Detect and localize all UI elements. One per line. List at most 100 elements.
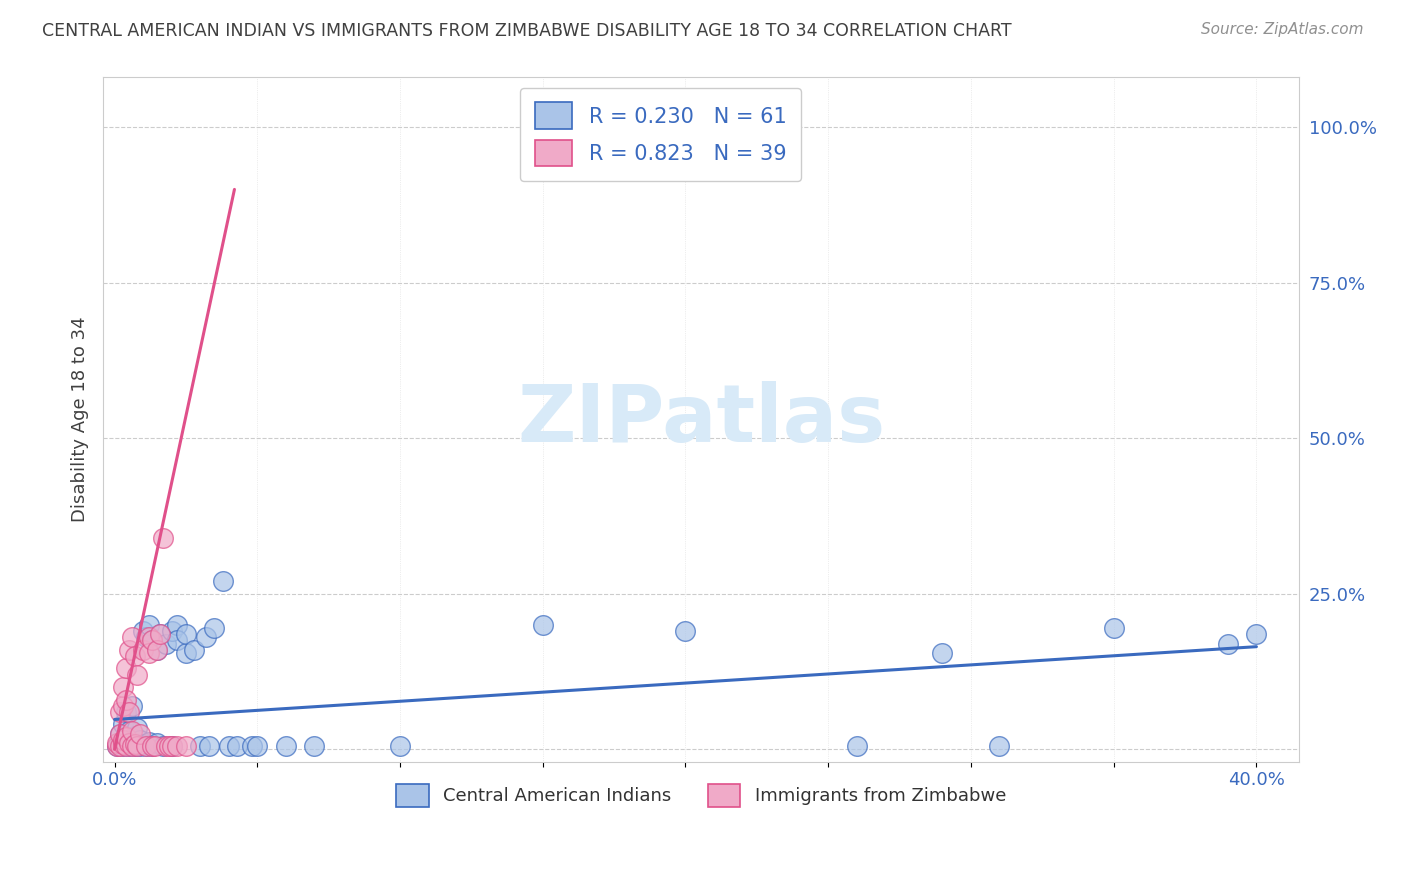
Point [1216,636,1239,650]
Point [124,729,146,743]
Legend: Central American Indians, Immigrants from Zimbabwe: Central American Indians, Immigrants fro… [389,777,1014,814]
Point [121,723,143,738]
Point [197,739,219,754]
Point [304,739,326,754]
Point [149,627,172,641]
Point [110,727,132,741]
Point [988,739,1011,754]
Point [112,698,135,713]
Point [274,739,297,754]
Point [160,739,183,754]
Point [146,642,169,657]
Point [118,735,141,749]
Text: ZIPatlas: ZIPatlas [517,381,886,458]
Point [160,739,183,754]
Point [204,621,226,635]
Point [110,736,132,750]
Point [1246,627,1268,641]
Point [226,739,249,754]
Point [118,736,141,750]
Point [141,739,163,754]
Point [675,624,697,639]
Point [1102,621,1125,635]
Point [118,739,141,754]
Point [115,661,138,675]
Point [127,736,149,750]
Point [138,735,160,749]
Point [155,636,177,650]
Point [146,642,169,657]
Point [115,692,138,706]
Point [121,698,143,713]
Point [188,739,211,754]
Point [132,624,155,639]
Point [174,739,197,754]
Point [112,739,135,754]
Point [127,721,149,735]
Point [118,723,141,738]
Point [115,730,138,744]
Point [166,739,188,754]
Point [143,739,166,754]
Point [246,739,269,754]
Point [110,705,132,719]
Point [183,642,205,657]
Point [110,727,132,741]
Point [118,705,141,719]
Point [194,631,217,645]
Point [118,642,141,657]
Point [132,642,155,657]
Point [107,739,129,754]
Point [155,739,177,754]
Point [174,646,197,660]
Point [124,737,146,751]
Point [157,739,180,754]
Point [129,727,152,741]
Point [115,705,138,719]
Point [112,737,135,751]
Point [127,667,149,681]
Point [112,733,135,747]
Point [160,624,183,639]
Point [112,717,135,731]
Point [931,646,953,660]
Point [135,739,157,754]
Point [129,733,152,747]
Point [141,633,163,648]
Point [135,631,157,645]
Point [389,739,412,754]
Point [107,736,129,750]
Point [107,739,129,754]
Text: Source: ZipAtlas.com: Source: ZipAtlas.com [1201,22,1364,37]
Point [141,739,163,754]
Point [121,739,143,754]
Point [112,733,135,747]
Point [166,633,188,648]
Point [121,731,143,746]
Point [138,618,160,632]
Point [174,627,197,641]
Point [240,739,263,754]
Point [152,531,174,545]
Point [124,648,146,663]
Point [166,618,188,632]
Point [149,627,172,641]
Point [146,736,169,750]
Point [138,631,160,645]
Point [115,737,138,751]
Point [212,574,235,589]
Point [152,739,174,754]
Point [845,739,868,754]
Point [138,646,160,660]
Point [124,739,146,754]
Point [135,739,157,754]
Point [141,633,163,648]
Point [127,739,149,754]
Point [112,680,135,694]
Point [115,739,138,754]
Point [531,618,554,632]
Point [110,739,132,754]
Point [121,631,143,645]
Point [121,737,143,751]
Point [218,739,240,754]
